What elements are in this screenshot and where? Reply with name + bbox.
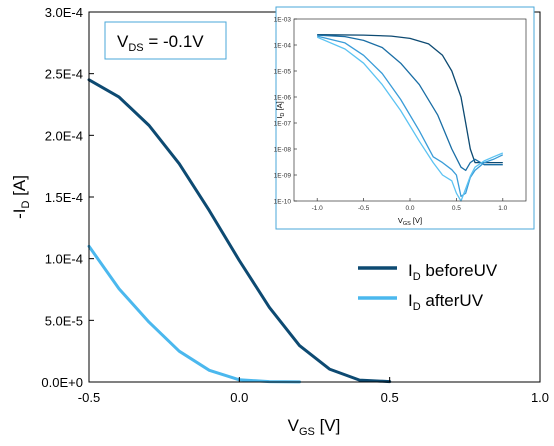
inset-y-tick-label: 1E-04 <box>274 42 292 49</box>
inset-x-tick-label: -0.5 <box>358 205 370 212</box>
inset-y-tick-label: 1E-05 <box>274 68 292 75</box>
inset-y-tick-label: 1E-06 <box>274 94 292 101</box>
x-tick-label: -0.5 <box>78 390 100 405</box>
y-tick-label: 1.0E-4 <box>45 252 83 267</box>
inset-x-tick-label: 0.0 <box>405 205 414 212</box>
main-x-axis: -0.5 0.0 0.5 1.0 <box>78 377 549 405</box>
legend-label-before: ID beforeUV <box>408 261 498 283</box>
inset-series-lines <box>316 34 504 202</box>
inset-x-tick-label: 0.5 <box>452 205 461 212</box>
inset-y-tick-label: 1E-08 <box>274 146 292 153</box>
inset-series-line-2 <box>317 35 504 198</box>
inset-y-axis-label: ID [A] <box>275 101 286 118</box>
inset-series-line-3 <box>316 36 504 202</box>
main-y-axis-label-sub: D <box>20 201 32 209</box>
inset-y-tick-label: 1E-07 <box>274 120 292 127</box>
y-tick-label: 0.0E+0 <box>41 375 83 390</box>
vds-annotation-box <box>104 21 227 60</box>
y-tick-label: 3.0E-4 <box>45 5 83 20</box>
inset-y-tick-label: 1E-03 <box>274 16 292 23</box>
main-x-axis-label: VGS [V] <box>288 416 341 438</box>
main-y-axis: 0.0E+0 5.0E-5 1.0E-4 1.5E-4 2.0E-4 2.5E-4 3.0E… <box>41 5 94 390</box>
y-tick-label: 1.5E-4 <box>45 190 83 205</box>
y-tick-label: 2.5E-4 <box>45 67 83 82</box>
inset-x-tick-label: 1.0 <box>498 205 507 212</box>
legend: ID beforeUV ID afterUV <box>358 261 498 313</box>
inset-y-axis: 1E-10 1E-09 1E-08 1E-07 1E-06 1E-05 1E-04 1E-03 <box>274 16 297 205</box>
y-tick-label: 2.0E-4 <box>45 128 83 143</box>
main-series-lines <box>87 78 392 384</box>
y-tick-label: 5.0E-5 <box>45 313 83 328</box>
x-tick-label: 1.0 <box>531 390 549 405</box>
inset-plot: -1.0 -0.5 0.0 0.5 1.0 1E-101E-091E-081E-071E… <box>274 6 535 230</box>
main-y-axis-label: -ID [A] <box>10 175 32 219</box>
legend-label-after: ID afterUV <box>408 291 484 313</box>
main-plot: -0.5 0.0 0.5 1.0 0.0E+0 5.0E-5 1.0E-4 1.5E-4 2.… <box>10 5 549 438</box>
x-tick-label: 0.5 <box>381 390 399 405</box>
vds-annotation-text: VDS = -0.1V <box>117 32 204 54</box>
vds-annotation: VDS = -0.1V <box>104 21 227 60</box>
inset-x-axis: -1.0 -0.5 0.0 0.5 1.0 <box>312 198 508 212</box>
main-x-axis-label-sub: GS <box>299 426 315 438</box>
series-line-after-uv <box>87 244 301 384</box>
x-tick-label: 0.0 <box>230 390 248 405</box>
inset-x-axis-label: VGS [V] <box>398 216 422 227</box>
inset-y-tick-label: 1E-09 <box>274 172 292 179</box>
inset-x-tick-label: -1.0 <box>312 205 324 212</box>
series-line-before-uv <box>87 78 392 384</box>
inset-y-tick-label: 1E-10 <box>274 198 292 205</box>
